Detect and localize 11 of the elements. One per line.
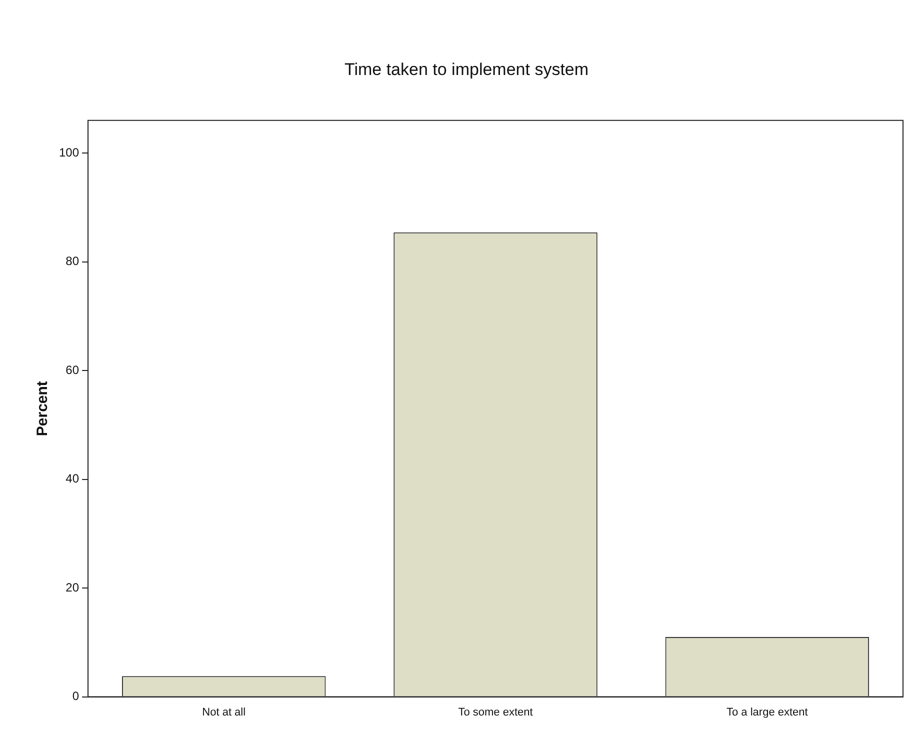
x-tick-label: To some extent (458, 706, 533, 718)
y-tick-label: 40 (66, 472, 80, 486)
y-tick-label: 80 (66, 254, 80, 268)
y-tick-label: 60 (66, 362, 80, 377)
y-tick-label: 0 (72, 689, 80, 704)
chart-title: Time taken to implement system (344, 60, 589, 79)
y-tick-label: 20 (66, 580, 80, 594)
y-axis-title: Percent (34, 381, 52, 436)
x-tick-label: Not at all (202, 706, 246, 718)
y-tick-label: 100 (58, 145, 80, 160)
x-tick-label: To a large extent (726, 706, 808, 718)
